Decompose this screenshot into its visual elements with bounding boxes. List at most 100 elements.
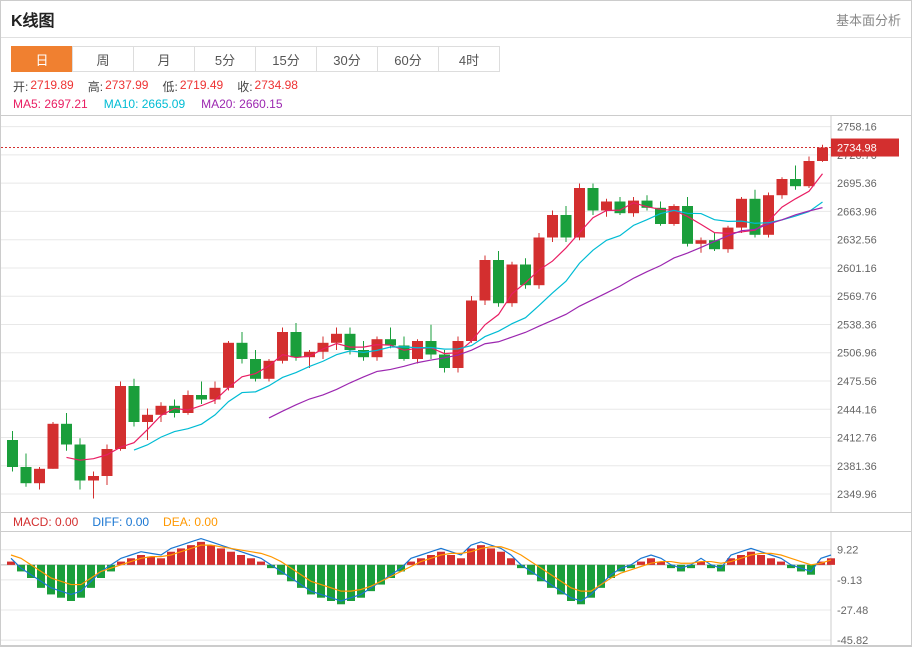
macd-bar (407, 562, 415, 565)
candle (291, 332, 302, 357)
macd-bar (537, 565, 545, 581)
candle (817, 148, 828, 162)
ma-row: MA5: 2697.21MA10: 2665.09MA20: 2660.15 (1, 97, 911, 115)
ohlc-low: 低: 2719.49 (162, 78, 223, 95)
y-tick-label: 2538.36 (837, 319, 877, 331)
candle (88, 476, 99, 481)
macd-chart[interactable]: 9.22-9.13-27.48-45.82 (1, 531, 911, 646)
macd-bar (807, 565, 815, 575)
macd-bar (577, 565, 585, 604)
y-tick-label: 2412.76 (837, 433, 877, 445)
candle (412, 341, 423, 359)
macd-bar (487, 548, 495, 564)
macd-bar (447, 555, 455, 565)
candle (682, 206, 693, 244)
macd-bar (287, 565, 295, 581)
candle (48, 424, 59, 469)
macd-bar (457, 558, 465, 565)
chart-container: K线图 基本面分析 日周月5分15分30分60分4时 开: 2719.89 高:… (0, 0, 912, 647)
candle (210, 388, 221, 400)
macd-bar (747, 552, 755, 565)
macd-bar (67, 565, 75, 601)
y-tick-label: 2475.56 (837, 376, 877, 388)
macd-bar (327, 565, 335, 601)
tab-0[interactable]: 日 (11, 46, 73, 72)
tab-3[interactable]: 5分 (194, 46, 256, 72)
candle (7, 440, 18, 467)
macd-bar (157, 558, 165, 565)
candle (804, 161, 815, 186)
tab-4[interactable]: 15分 (255, 46, 317, 72)
macd-bar (257, 562, 265, 565)
candle (777, 179, 788, 195)
macd-bar (427, 555, 435, 565)
analysis-link[interactable]: 基本面分析 (836, 10, 901, 29)
price-chart[interactable]: 2349.962381.362412.762444.162475.562506.… (1, 115, 911, 512)
ma-item-1: MA10: 2665.09 (104, 97, 185, 111)
macd-bar (247, 558, 255, 565)
macd-bar (237, 555, 245, 565)
y-tick-label: 2632.56 (837, 235, 877, 247)
ohlc-row: 开: 2719.89 高: 2737.99 低: 2719.49 收: 2734… (1, 72, 911, 97)
open-value: 2719.89 (30, 78, 73, 95)
macd-bar (507, 558, 515, 565)
macd-y-tick: -9.13 (837, 575, 862, 587)
macd-header-item-1: DIFF: 0.00 (92, 515, 149, 529)
candle (196, 395, 207, 400)
candle (250, 359, 261, 379)
y-tick-label: 2695.36 (837, 178, 877, 190)
macd-bar (337, 565, 345, 604)
macd-y-tick: 9.22 (837, 545, 858, 557)
low-value: 2719.49 (180, 78, 223, 95)
price-chart-svg: 2349.962381.362412.762444.162475.562506.… (1, 116, 899, 512)
candle (588, 188, 599, 211)
macd-header-item-2: DEA: 0.00 (163, 515, 218, 529)
candle (115, 386, 126, 449)
macd-bar (757, 555, 765, 565)
y-tick-label: 2601.16 (837, 263, 877, 275)
ohlc-open: 开: 2719.89 (13, 78, 74, 95)
macd-bar (637, 562, 645, 565)
macd-bar (227, 552, 235, 565)
candle (615, 202, 626, 214)
candle (736, 199, 747, 228)
high-value: 2737.99 (105, 78, 148, 95)
y-tick-label: 2506.96 (837, 348, 877, 360)
header: K线图 基本面分析 (1, 1, 911, 38)
high-label: 高: (88, 78, 103, 95)
candle (61, 424, 72, 445)
tab-7[interactable]: 4时 (438, 46, 500, 72)
macd-bar (827, 558, 835, 565)
candle (574, 188, 585, 238)
low-label: 低: (162, 78, 177, 95)
y-tick-label: 2569.76 (837, 291, 877, 303)
macd-bar (437, 552, 445, 565)
macd-bar (347, 565, 355, 601)
close-label: 收: (237, 78, 252, 95)
tab-1[interactable]: 周 (72, 46, 134, 72)
y-tick-label: 2444.16 (837, 404, 877, 416)
macd-bar (77, 565, 85, 598)
macd-bar (767, 558, 775, 565)
candle (466, 301, 477, 342)
candle (534, 238, 545, 286)
candle (480, 260, 491, 301)
macd-bar (777, 562, 785, 565)
open-label: 开: (13, 78, 28, 95)
candle (696, 240, 707, 244)
macd-bar (217, 548, 225, 564)
macd-bar (37, 565, 45, 588)
timeframe-tabs: 日周月5分15分30分60分4时 (1, 38, 911, 72)
macd-chart-svg: 9.22-9.13-27.48-45.82 (1, 532, 899, 647)
ohlc-high: 高: 2737.99 (88, 78, 149, 95)
candle (75, 445, 86, 481)
tab-2[interactable]: 月 (133, 46, 195, 72)
candle (237, 343, 248, 359)
macd-bar (7, 562, 15, 565)
dea-line (11, 545, 831, 591)
tab-5[interactable]: 30分 (316, 46, 378, 72)
tab-6[interactable]: 60分 (377, 46, 439, 72)
last-price-badge: 2734.98 (837, 143, 877, 155)
candle (669, 206, 680, 224)
y-tick-label: 2663.96 (837, 206, 877, 218)
